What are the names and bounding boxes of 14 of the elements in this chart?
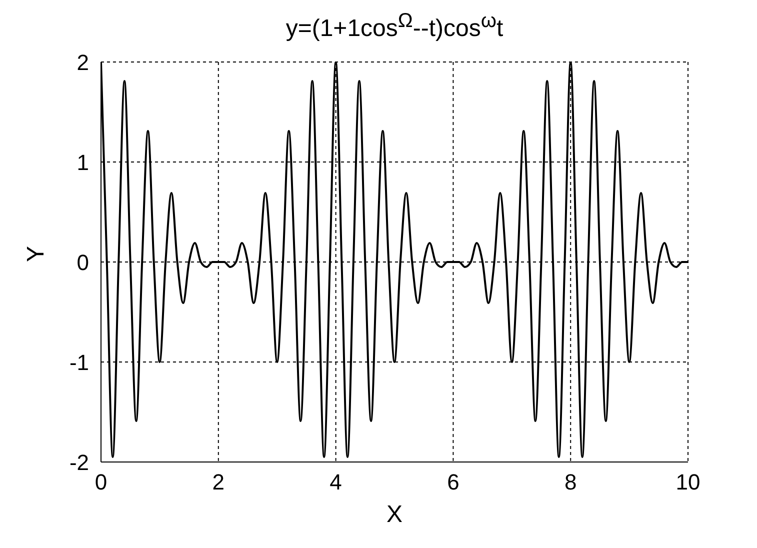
- x-tick-label: 8: [564, 470, 577, 495]
- y-tick-label: 2: [76, 50, 89, 75]
- x-tick-label: 10: [676, 470, 700, 495]
- y-tick-label: -1: [69, 350, 89, 375]
- x-tick-label: 0: [94, 470, 108, 495]
- y-axis-title: Y: [22, 246, 50, 262]
- y-tick-label: 1: [76, 150, 89, 175]
- y-tick-label: 0: [76, 250, 89, 275]
- x-tick-label: 2: [212, 470, 225, 495]
- x-tick-label: 6: [447, 470, 460, 495]
- x-axis-title: X: [386, 501, 403, 528]
- chart-title: y=(1+1cos$^{Ω}$--t)cos$^{ω}$t: [284, 10, 504, 43]
- y-tick-label: -2: [69, 450, 89, 475]
- x-tick-label: 4: [330, 470, 342, 495]
